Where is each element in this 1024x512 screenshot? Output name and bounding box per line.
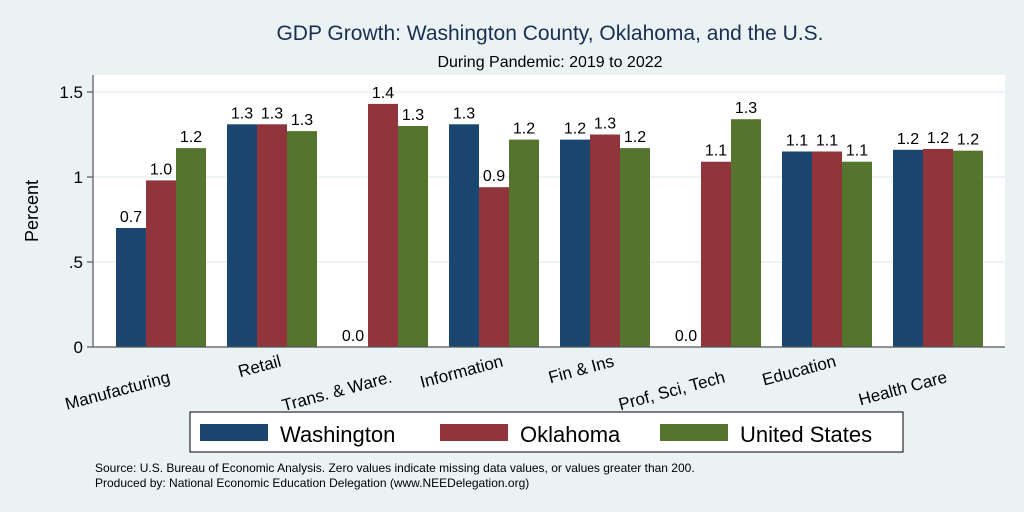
data-label-oklahoma-health-care: 1.2 bbox=[927, 130, 949, 147]
data-label-united-states-education: 1.1 bbox=[846, 143, 868, 160]
data-labels: 0.7 1.0 1.2 1.3 1.3 1.3 0.0 1.4 1.3 1.3 0.9 1.2 1.2 1… bbox=[120, 85, 979, 345]
legend-swatch-oklahoma bbox=[440, 424, 508, 441]
data-label-united-states-information: 1.2 bbox=[513, 121, 535, 138]
bar-oklahoma-information bbox=[479, 187, 509, 347]
bar-oklahoma-prof-sci-tech bbox=[701, 161, 731, 347]
data-label-united-states-trans-ware: 1.3 bbox=[402, 107, 424, 124]
data-label-oklahoma-prof-sci-tech: 1.1 bbox=[705, 143, 727, 160]
legend-swatch-united-states bbox=[660, 424, 728, 441]
data-label-washington-retail: 1.3 bbox=[231, 105, 253, 122]
x-category-label-health-care: Health Care bbox=[856, 368, 949, 410]
bar-united-states-retail bbox=[287, 131, 317, 347]
bar-oklahoma-manufacturing bbox=[146, 180, 176, 347]
y-axis-label: Percent bbox=[22, 180, 42, 242]
data-label-oklahoma-trans-ware: 1.4 bbox=[372, 85, 394, 102]
y-ticks: 0 .5 1 1.5 bbox=[59, 83, 93, 357]
x-category-label-retail: Retail bbox=[236, 352, 283, 382]
bar-washington-health-care bbox=[893, 149, 923, 347]
bar-oklahoma-health-care bbox=[923, 148, 953, 347]
bar-united-states-information bbox=[509, 139, 539, 347]
bar-washington-fin-ins bbox=[560, 139, 590, 347]
data-label-washington-education: 1.1 bbox=[786, 133, 808, 150]
bar-washington-retail bbox=[227, 124, 257, 347]
bar-washington-education bbox=[782, 151, 812, 347]
data-label-oklahoma-education: 1.1 bbox=[816, 133, 838, 150]
bar-oklahoma-education bbox=[812, 151, 842, 347]
source-note: Source: U.S. Bureau of Economic Analysis… bbox=[95, 461, 695, 475]
data-label-washington-health-care: 1.2 bbox=[897, 131, 919, 148]
data-label-washington-fin-ins: 1.2 bbox=[564, 121, 586, 138]
legend-box bbox=[189, 411, 904, 453]
data-label-united-states-fin-ins: 1.2 bbox=[624, 129, 646, 146]
data-label-united-states-health-care: 1.2 bbox=[957, 132, 979, 149]
data-label-oklahoma-manufacturing: 1.0 bbox=[150, 161, 172, 178]
produced-by-note: Produced by: National Economic Education… bbox=[95, 476, 529, 490]
data-label-united-states-retail: 1.3 bbox=[291, 112, 313, 129]
data-label-oklahoma-retail: 1.3 bbox=[261, 105, 283, 122]
x-category-label-education: Education bbox=[760, 352, 838, 390]
x-category-label-trans-ware: Trans. & Ware. bbox=[280, 368, 394, 416]
y-tick-label: 1.5 bbox=[59, 83, 83, 102]
data-label-washington-manufacturing: 0.7 bbox=[120, 209, 142, 226]
data-label-oklahoma-information: 0.9 bbox=[483, 168, 505, 185]
data-label-oklahoma-fin-ins: 1.3 bbox=[594, 116, 616, 133]
bar-united-states-health-care bbox=[953, 150, 983, 347]
y-tick-label: .5 bbox=[69, 253, 83, 272]
bar-oklahoma-retail bbox=[257, 124, 287, 347]
legend-swatch-washington bbox=[200, 424, 268, 441]
data-label-united-states-prof-sci-tech: 1.3 bbox=[735, 100, 757, 117]
x-category-label-information: Information bbox=[418, 352, 505, 392]
bar-oklahoma-fin-ins bbox=[590, 134, 620, 347]
data-label-washington-trans-ware: 0.0 bbox=[342, 328, 364, 345]
bar-united-states-manufacturing bbox=[176, 148, 206, 347]
chart-subtitle: During Pandemic: 2019 to 2022 bbox=[437, 54, 662, 71]
data-label-washington-information: 1.3 bbox=[453, 105, 475, 122]
x-category-label-manufacturing: Manufacturing bbox=[63, 368, 172, 414]
bar-oklahoma-trans-ware bbox=[368, 103, 398, 348]
y-tick-label: 1 bbox=[74, 168, 83, 187]
y-tick-label: 0 bbox=[74, 338, 83, 357]
bar-washington-information bbox=[449, 124, 479, 347]
bar-united-states-prof-sci-tech bbox=[731, 119, 761, 347]
data-label-united-states-manufacturing: 1.2 bbox=[180, 129, 202, 146]
chart-title: GDP Growth: Washington County, Oklahoma,… bbox=[276, 22, 823, 45]
bar-united-states-education bbox=[842, 161, 872, 347]
x-category-label-fin-ins: Fin & Ins bbox=[546, 352, 616, 388]
bars bbox=[116, 103, 983, 348]
data-label-washington-prof-sci-tech: 0.0 bbox=[675, 328, 697, 345]
bar-washington-manufacturing bbox=[116, 228, 146, 347]
legend: Washington Oklahoma United States bbox=[189, 411, 904, 453]
legend-label-oklahoma: Oklahoma bbox=[520, 422, 621, 447]
bar-united-states-fin-ins bbox=[620, 148, 650, 347]
x-category-label-prof-sci-tech: Prof, Sci, Tech bbox=[617, 368, 727, 415]
legend-label-washington: Washington bbox=[280, 422, 395, 447]
bar-united-states-trans-ware bbox=[398, 126, 428, 347]
legend-label-united-states: United States bbox=[740, 422, 872, 447]
